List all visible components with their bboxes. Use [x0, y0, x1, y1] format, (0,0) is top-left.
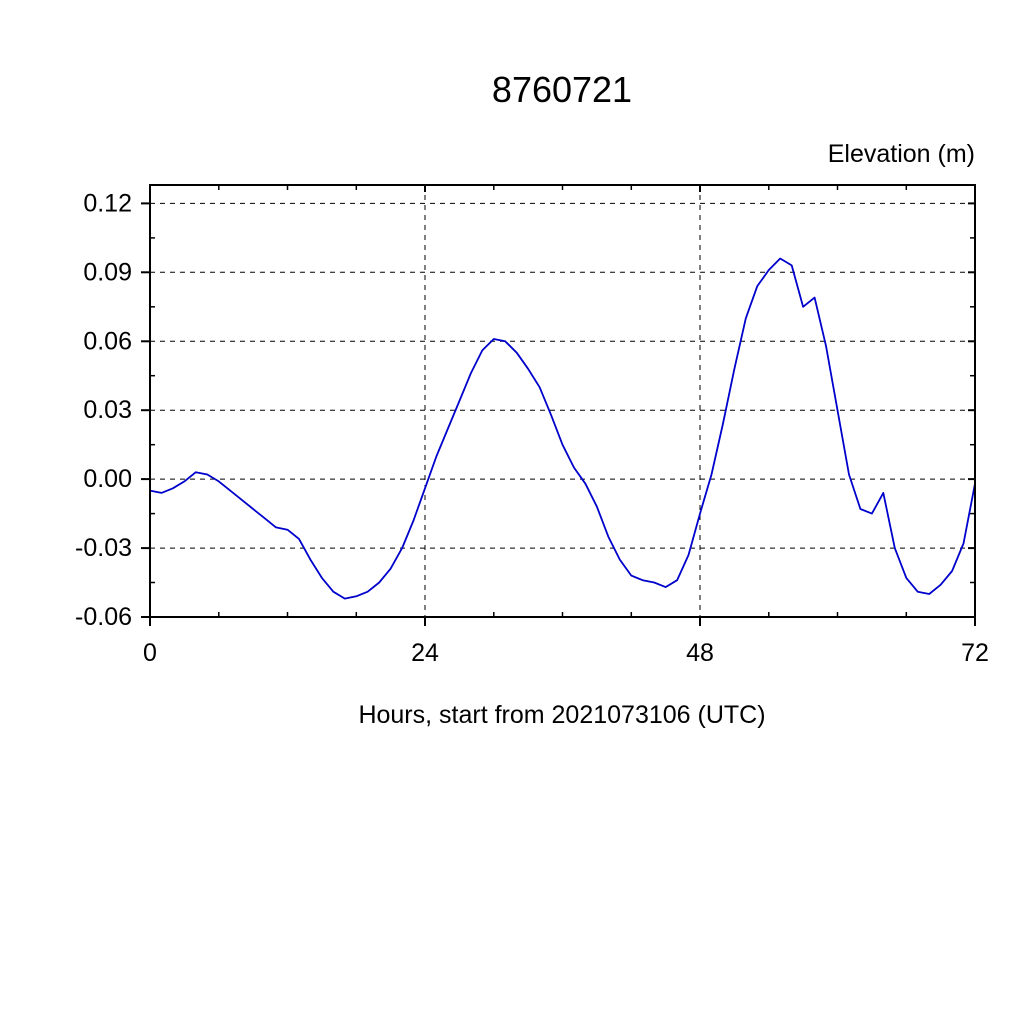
- y-tick-label: -0.03: [75, 534, 132, 562]
- y-tick-label: 0.03: [83, 396, 132, 424]
- y-tick-label: 0.00: [83, 465, 132, 493]
- y-tick-label: 0.09: [83, 258, 132, 286]
- axis-frame: [149, 184, 976, 618]
- x-axis-title: Hours, start from 2021073106 (UTC): [358, 701, 765, 729]
- grid-lines: [150, 185, 975, 617]
- axis-ticks: [141, 185, 976, 626]
- elevation-series-line: [149, 257, 976, 600]
- y-tick-label: 0.06: [83, 327, 132, 355]
- x-tick-label: 0: [143, 639, 157, 667]
- y-tick-label: -0.06: [75, 603, 132, 631]
- plot-frame: [149, 184, 976, 618]
- x-tick-label: 72: [961, 639, 989, 667]
- x-tick-label: 48: [686, 639, 714, 667]
- data-line: [149, 257, 976, 600]
- y-tick-label: 0.12: [83, 189, 132, 217]
- chart-title: 8760721: [492, 69, 632, 110]
- y-axis-title: Elevation (m): [828, 140, 975, 168]
- x-tick-label: 24: [411, 639, 439, 667]
- tick-labels: 0.12 0.09 0.06 0.03 0.00 -0.03 -0.06 0 24 48 72: [75, 189, 989, 667]
